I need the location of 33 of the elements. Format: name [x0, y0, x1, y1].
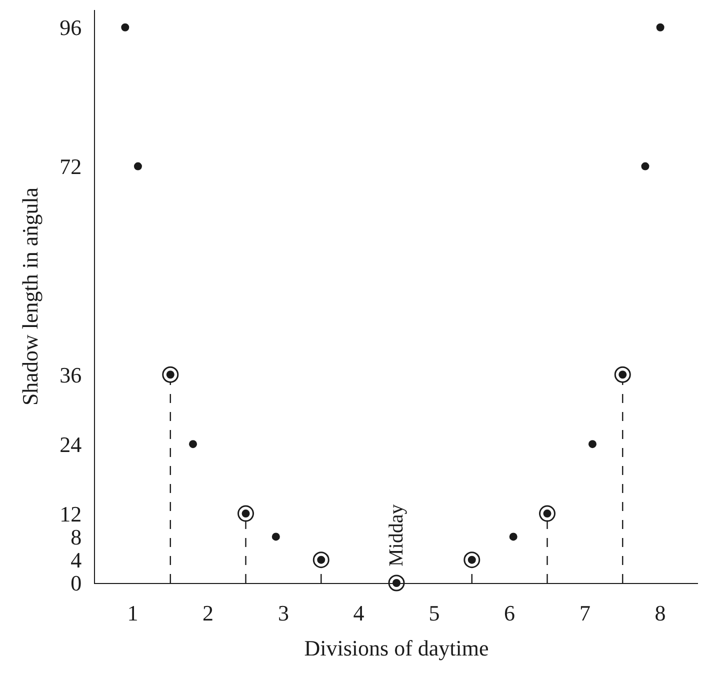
x-tick-label: 3	[278, 600, 289, 626]
y-tick-label: 24	[60, 432, 82, 457]
point	[464, 552, 480, 568]
x-tick-label: 8	[654, 600, 666, 626]
point	[539, 505, 556, 522]
point	[312, 552, 330, 568]
y-tick-label: 36	[60, 362, 82, 388]
point	[134, 162, 142, 170]
point	[162, 366, 179, 383]
point	[272, 532, 280, 541]
annotation: Midday	[386, 504, 408, 566]
x-tick-label: 2	[202, 600, 214, 626]
point	[656, 23, 664, 32]
point	[121, 23, 130, 32]
x-tick-label: 4	[353, 600, 364, 626]
point	[641, 162, 650, 170]
y-tick-label: 96	[60, 15, 82, 40]
y-tick-label: 72	[60, 154, 82, 179]
y-tick-label: 4	[70, 548, 82, 573]
x-tick-label: 6	[504, 600, 516, 626]
point	[588, 440, 596, 448]
y-tick-label: 8	[70, 524, 82, 550]
x-tick-label: 1	[127, 600, 138, 626]
x-axis-title: Divisions of daytime	[304, 635, 489, 660]
point	[509, 532, 518, 541]
y-tick-label: 0	[70, 570, 82, 596]
x-tick-label: 5	[428, 600, 440, 626]
point	[614, 366, 631, 383]
y-axis-title: Shadow length in aṅgula	[17, 187, 42, 406]
point	[238, 505, 254, 522]
x-tick-label: 7	[579, 600, 590, 626]
point	[188, 440, 197, 448]
y-tick-label: 12	[60, 501, 82, 526]
